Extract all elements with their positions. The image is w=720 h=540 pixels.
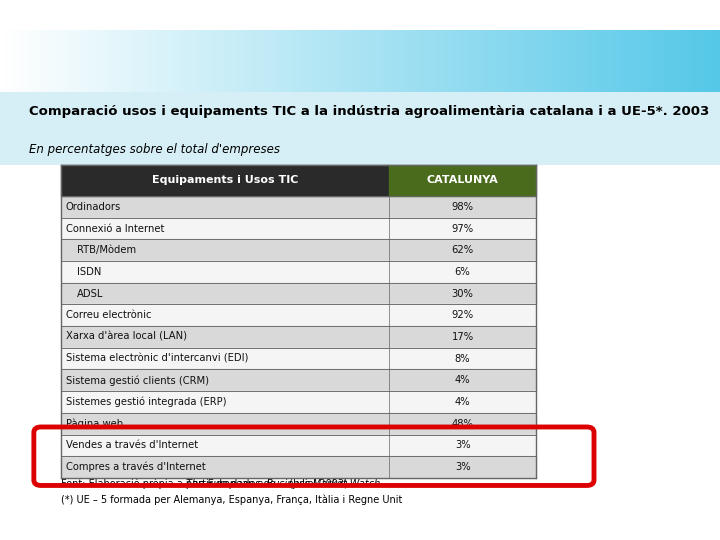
Text: Sistemes gestió integrada (ERP): Sistemes gestió integrada (ERP) [66, 397, 226, 407]
Text: 4%: 4% [455, 397, 470, 407]
Text: ADSL: ADSL [77, 288, 104, 299]
Text: The European e-Business Market Watch: The European e-Business Market Watch [186, 478, 380, 489]
Text: 17%: 17% [451, 332, 474, 342]
Text: 8%: 8% [455, 354, 470, 363]
Text: Pàgina web: Pàgina web [66, 418, 122, 429]
Text: Correu electrònic: Correu electrònic [66, 310, 151, 320]
Text: Xarxa d'àrea local (LAN): Xarxa d'àrea local (LAN) [66, 332, 186, 342]
Text: 3%: 3% [455, 462, 470, 472]
Text: RTB/Mòdem: RTB/Mòdem [77, 245, 136, 255]
Text: 6%: 6% [455, 267, 470, 277]
Text: Equipaments i Usos TIC: Equipaments i Usos TIC [152, 176, 298, 185]
Text: Ordinadors: Ordinadors [66, 202, 121, 212]
Text: Font: Elaboració pròpia a partir de dades de: Font: Elaboració pròpia a partir de dade… [61, 478, 279, 489]
Text: Connexió a Internet: Connexió a Internet [66, 224, 164, 233]
Text: ISDN: ISDN [77, 267, 102, 277]
Text: En percentatges sobre el total d'empreses: En percentatges sobre el total d'emprese… [29, 143, 280, 156]
Text: 3%: 3% [455, 441, 470, 450]
Text: Sistema electrònic d'intercanvi (EDI): Sistema electrònic d'intercanvi (EDI) [66, 354, 248, 363]
Text: CATALUNYA: CATALUNYA [427, 176, 498, 185]
Text: Compres a través d'Internet: Compres a través d'Internet [66, 462, 205, 472]
Text: Vendes a través d'Internet: Vendes a través d'Internet [66, 441, 198, 450]
Text: 48%: 48% [451, 418, 474, 429]
Text: 98%: 98% [451, 202, 474, 212]
Text: 62%: 62% [451, 245, 474, 255]
Text: 97%: 97% [451, 224, 474, 233]
Text: 30%: 30% [451, 288, 474, 299]
Text: (Juliol 2003): (Juliol 2003) [286, 478, 348, 489]
Text: (*) UE – 5 formada per Alemanya, Espanya, França, Itàlia i Regne Unit: (*) UE – 5 formada per Alemanya, Espanya… [61, 495, 402, 505]
Text: Comparació usos i equipaments TIC a la indústria agroalimentària catalana i a UE: Comparació usos i equipaments TIC a la i… [29, 105, 709, 118]
Text: Sistema gestió clients (CRM): Sistema gestió clients (CRM) [66, 375, 209, 386]
Text: 92%: 92% [451, 310, 474, 320]
Text: 4%: 4% [455, 375, 470, 386]
